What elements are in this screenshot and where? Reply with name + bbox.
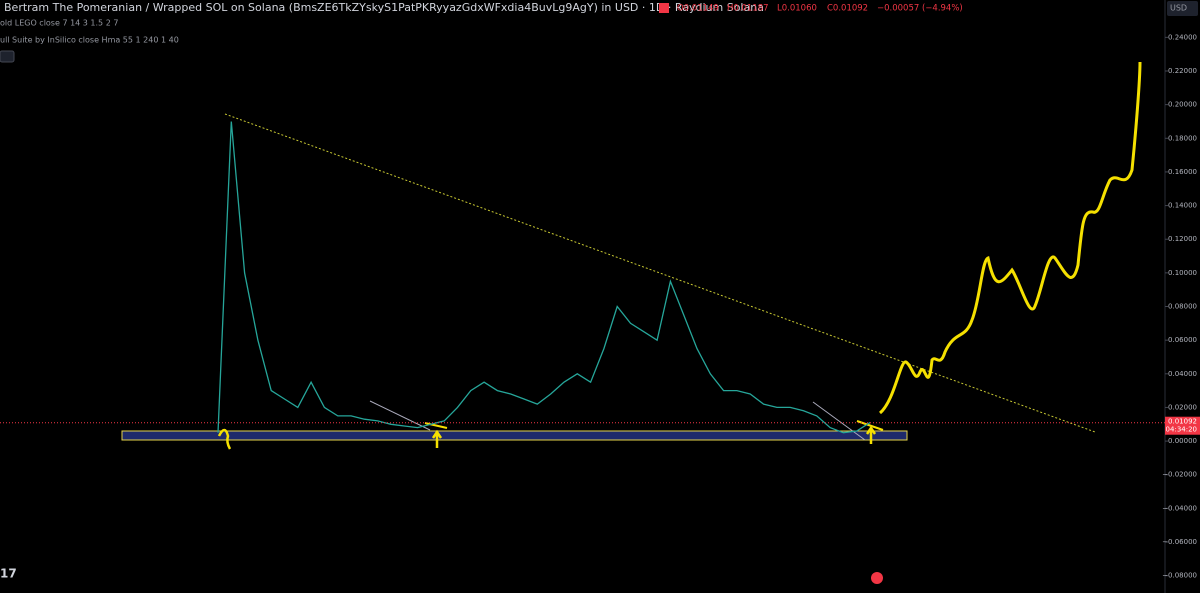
projection-doodle — [878, 61, 1142, 415]
y-tick-label: 0.04000 — [1168, 370, 1197, 378]
ohlc-close: C0.01092 — [827, 4, 868, 14]
symbol-title: Bertram The Pomeranian / Wrapped SOL on … — [4, 1, 764, 14]
y-tick-label: −0.02000 — [1162, 471, 1197, 479]
collapse-button[interactable] — [0, 50, 15, 63]
price-line — [217, 121, 871, 434]
ohlc-change: −0.00057 (−4.94%) — [877, 4, 963, 14]
last-price-label: 0.01092 — [1168, 418, 1197, 426]
breakout-mark — [424, 422, 448, 429]
last-price-tag — [1165, 416, 1200, 435]
y-tick-label: 0.00000 — [1168, 437, 1197, 445]
logo-text: 17 — [0, 567, 17, 581]
arrow-doodle — [865, 425, 877, 444]
wedge-line — [812, 401, 866, 441]
support-zone — [121, 430, 908, 441]
y-tick-label: 0.18000 — [1168, 134, 1197, 142]
y-tick-label: 0.06000 — [1168, 336, 1197, 344]
ohlc-high: H0.01187 — [727, 4, 769, 14]
ohlc-open: O0.01149 — [677, 4, 719, 14]
y-tick-label: 0.02000 — [1168, 403, 1197, 411]
indicator-label[interactable]: ull Suite by InSilico close Hma 55 1 240… — [0, 36, 179, 45]
y-tick-label: −0.04000 — [1162, 504, 1197, 512]
y-tick-label: 0.14000 — [1168, 202, 1197, 210]
y-tick-label: 0.22000 — [1168, 67, 1197, 75]
y-tick-label: −0.06000 — [1162, 538, 1197, 546]
wedge-line — [369, 400, 431, 431]
y-tick-label: 0.08000 — [1168, 303, 1197, 311]
ohlc-low: L0.01060 — [777, 4, 817, 14]
arrow-doodle — [217, 428, 232, 450]
y-tick-label: 0.20000 — [1168, 101, 1197, 109]
y-tick-label: 0.10000 — [1168, 269, 1197, 277]
event-icon[interactable] — [871, 572, 883, 584]
y-tick-label: 0.16000 — [1168, 168, 1197, 176]
y-tick-label: 0.24000 — [1168, 33, 1197, 41]
y-tick-label: 0.12000 — [1168, 235, 1197, 243]
arrow-doodle — [431, 429, 443, 448]
currency-box[interactable] — [1167, 1, 1198, 16]
countdown-label: 04:34:20 — [1166, 426, 1197, 434]
y-tick-label: −0.08000 — [1162, 572, 1197, 580]
currency-label[interactable]: USD — [1170, 4, 1187, 13]
indicator-label[interactable]: old LEGO close 7 14 3 1.5 2 7 — [0, 19, 118, 28]
exchange-badge — [659, 3, 669, 13]
